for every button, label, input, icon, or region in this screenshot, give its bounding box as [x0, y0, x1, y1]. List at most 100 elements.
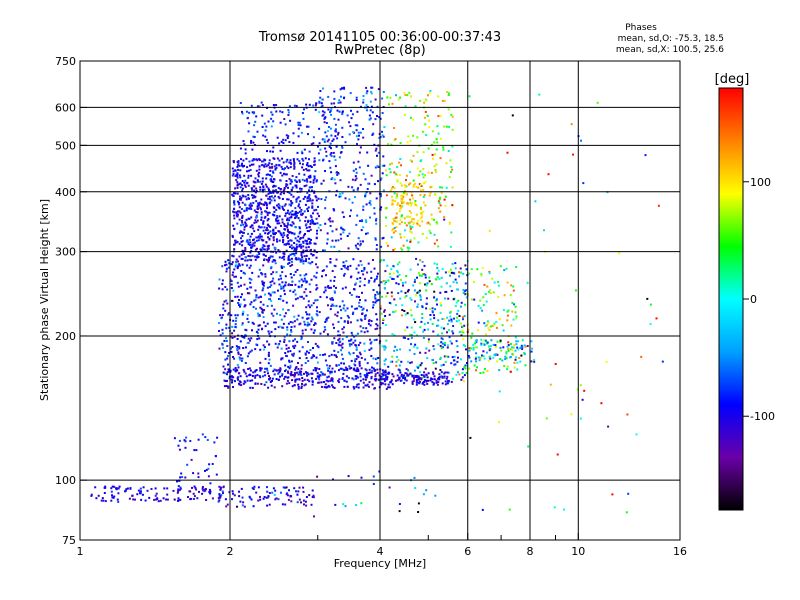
data-point [237, 213, 239, 216]
data-point [238, 218, 241, 221]
data-point [350, 209, 352, 212]
data-point [275, 163, 278, 166]
data-point [272, 191, 275, 194]
data-point [320, 371, 323, 374]
data-point [380, 382, 383, 384]
data-point [218, 493, 221, 496]
data-point [301, 256, 304, 259]
data-point [271, 113, 274, 116]
data-point [290, 200, 293, 203]
data-point [259, 180, 262, 183]
data-point [236, 192, 239, 195]
data-point [329, 153, 332, 156]
data-point [204, 469, 206, 472]
data-point [225, 323, 228, 326]
data-point [467, 328, 470, 331]
data-point [231, 167, 234, 170]
data-point [453, 317, 455, 320]
data-point [369, 216, 371, 219]
data-point [445, 377, 448, 380]
data-point [297, 373, 300, 376]
data-point [309, 228, 312, 231]
data-point [224, 260, 227, 263]
data-point [446, 316, 449, 319]
data-point [269, 364, 272, 367]
data-point [431, 311, 434, 314]
data-point [388, 168, 391, 171]
data-point [415, 294, 417, 297]
data-point [265, 185, 268, 188]
data-point [316, 299, 319, 302]
data-point [298, 378, 301, 381]
data-point [335, 304, 338, 307]
data-point [268, 286, 271, 288]
data-point [313, 222, 316, 225]
data-point [307, 261, 310, 264]
data-point [356, 214, 359, 217]
data-point [387, 383, 390, 386]
data-point [306, 169, 309, 172]
data-point [306, 374, 308, 377]
data-point [231, 274, 234, 277]
data-point [226, 503, 229, 506]
data-point [475, 360, 477, 363]
data-point [422, 374, 425, 377]
data-point [312, 212, 314, 215]
data-point [221, 316, 223, 319]
data-point [390, 187, 393, 190]
data-point [342, 372, 345, 375]
data-point [439, 291, 442, 294]
data-point [355, 348, 358, 351]
data-point [306, 207, 309, 210]
data-point [368, 182, 371, 185]
data-point [427, 372, 430, 375]
data-point [287, 256, 290, 259]
data-point [406, 326, 409, 329]
data-point [385, 241, 388, 244]
data-point [237, 260, 239, 263]
data-point [313, 242, 316, 245]
data-point [263, 204, 266, 206]
data-point [280, 347, 283, 350]
data-point [375, 338, 378, 341]
data-point [284, 370, 286, 372]
x-tick-label: 16 [673, 545, 687, 558]
data-point [259, 301, 262, 304]
data-point [387, 371, 390, 374]
data-point [291, 210, 294, 213]
data-point [244, 179, 247, 182]
data-point [373, 143, 376, 146]
data-point [257, 315, 260, 318]
data-point [281, 111, 284, 114]
data-point [214, 455, 217, 458]
data-point [501, 359, 504, 362]
data-point [369, 200, 372, 202]
data-point [373, 369, 376, 372]
data-point [510, 324, 513, 327]
data-point [611, 493, 614, 496]
data-point [355, 307, 358, 310]
y-tick-label: 750 [55, 55, 76, 68]
data-point [412, 374, 415, 377]
data-point [340, 227, 343, 230]
data-point [423, 379, 426, 382]
data-point [450, 271, 453, 274]
data-point [337, 172, 340, 174]
data-point [349, 291, 351, 294]
data-point [384, 378, 387, 381]
data-point [155, 492, 158, 495]
data-point [307, 246, 310, 249]
data-point [287, 365, 290, 368]
data-point [317, 152, 320, 155]
data-point [436, 272, 439, 275]
data-point [282, 161, 285, 164]
data-point [352, 352, 355, 355]
data-point [419, 183, 422, 186]
data-point [329, 109, 332, 112]
data-point [640, 355, 643, 358]
data-point [437, 207, 440, 210]
data-point [238, 264, 241, 267]
data-point [368, 381, 371, 384]
data-point [419, 298, 422, 301]
data-point [444, 195, 447, 198]
